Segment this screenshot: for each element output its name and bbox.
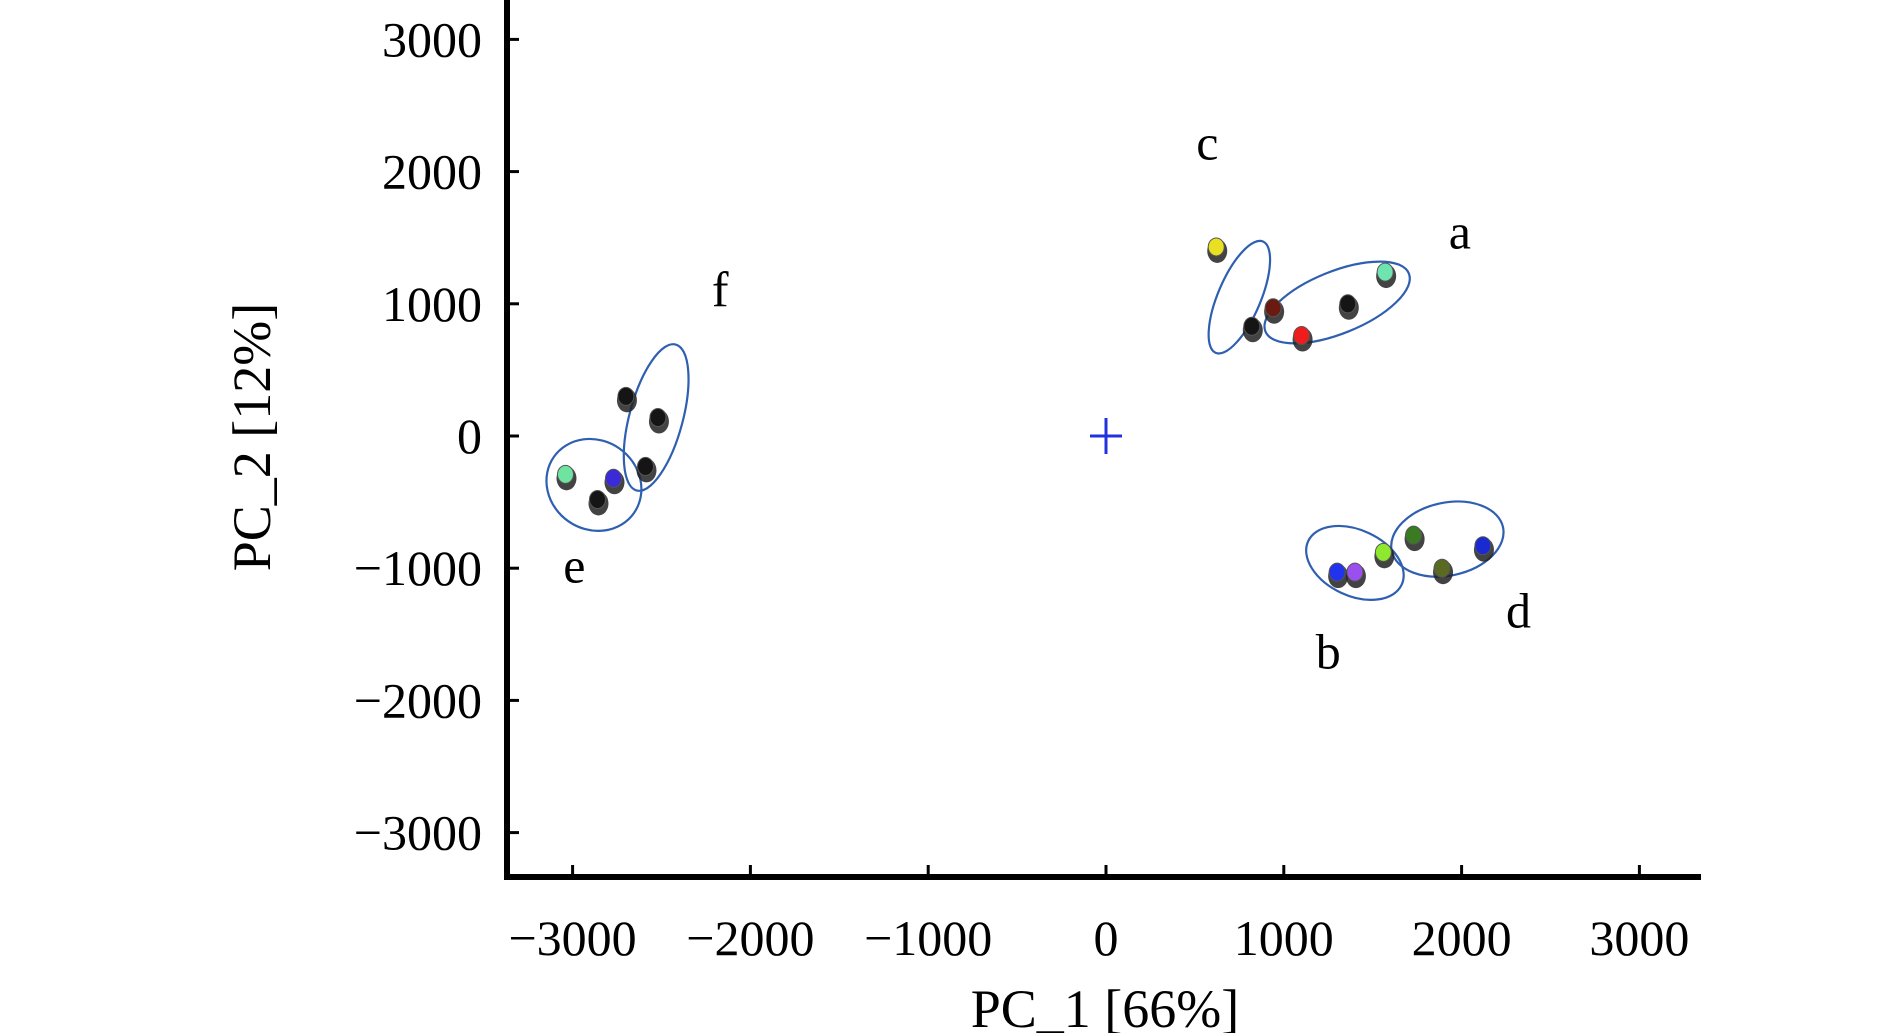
y-tick-label: −2000 <box>354 672 482 728</box>
group-label-a: a <box>1449 203 1471 259</box>
group-ellipse-b <box>1305 524 1405 601</box>
group-ellipse-a <box>1263 260 1411 345</box>
y-tick-label: −3000 <box>354 805 482 861</box>
data-point <box>1264 298 1285 324</box>
group-label-e: e <box>563 538 585 594</box>
group-labels: a c b d e f <box>563 115 1531 680</box>
group-label-f: f <box>712 261 729 317</box>
y-tick-label: 0 <box>457 408 482 464</box>
x-tick-label: 3000 <box>1589 910 1689 966</box>
data-point <box>1292 326 1313 352</box>
data-point <box>556 464 577 491</box>
group-label-c: c <box>1196 115 1218 171</box>
x-tick-label: −3000 <box>508 910 636 966</box>
y-tick-label: 2000 <box>382 144 482 200</box>
data-points <box>556 237 1494 589</box>
x-tick-label: −2000 <box>686 910 814 966</box>
x-axis-title: PC_1 [66%] <box>971 979 1240 1033</box>
data-point <box>1473 536 1494 562</box>
data-point <box>1433 558 1454 585</box>
data-point <box>604 468 625 495</box>
group-ellipse-e <box>545 437 643 532</box>
data-point <box>616 386 637 413</box>
y-tick-label: 3000 <box>382 11 482 67</box>
x-tick-label: 0 <box>1094 910 1119 966</box>
data-point <box>636 456 657 483</box>
y-axis-title: PC_2 [12%] <box>222 303 282 572</box>
origin-marker <box>1090 418 1122 454</box>
data-point <box>1374 542 1395 569</box>
data-point <box>588 489 609 516</box>
group-ellipses <box>545 239 1505 601</box>
group-label-d: d <box>1506 583 1531 639</box>
x-axis-ticks: −3000 −2000 −1000 0 1000 2000 3000 <box>508 865 1689 966</box>
x-tick-label: 1000 <box>1234 910 1334 966</box>
data-point <box>1328 562 1349 589</box>
data-point <box>1207 237 1228 263</box>
data-point <box>1242 316 1263 343</box>
data-point <box>1404 525 1425 552</box>
data-point <box>1376 262 1397 289</box>
group-ellipse-c <box>1207 239 1272 355</box>
y-tick-label: −1000 <box>354 540 482 596</box>
y-tick-label: 1000 <box>382 276 482 332</box>
group-label-b: b <box>1316 624 1341 680</box>
x-tick-label: 2000 <box>1412 910 1512 966</box>
x-tick-label: −1000 <box>864 910 992 966</box>
data-point <box>1345 562 1366 589</box>
data-point <box>648 407 669 434</box>
data-point <box>1338 294 1359 320</box>
y-axis-ticks: 3000 2000 1000 0 −1000 −2000 −3000 <box>354 11 519 861</box>
